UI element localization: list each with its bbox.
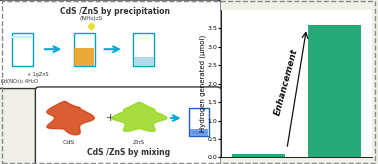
Bar <box>308 25 361 157</box>
Text: CdS: CdS <box>62 140 75 145</box>
Text: Cd(NO₃)₂.4H₂O: Cd(NO₃)₂.4H₂O <box>1 79 39 84</box>
FancyBboxPatch shape <box>133 33 154 66</box>
FancyBboxPatch shape <box>36 87 221 164</box>
FancyBboxPatch shape <box>74 33 94 66</box>
Text: (NH₄)₂S: (NH₄)₂S <box>79 16 102 21</box>
FancyBboxPatch shape <box>189 108 209 136</box>
Bar <box>134 57 153 66</box>
Polygon shape <box>47 101 94 135</box>
Bar <box>74 48 94 66</box>
Text: CdS /ZnS by mixing: CdS /ZnS by mixing <box>87 148 170 157</box>
Text: +: + <box>106 113 115 123</box>
Text: CdS /ZnS by precipitation: CdS /ZnS by precipitation <box>60 7 170 16</box>
Text: Enhancement: Enhancement <box>273 48 299 117</box>
Y-axis label: Hydrogen generated (μmol): Hydrogen generated (μmol) <box>199 35 206 132</box>
Text: ZnS: ZnS <box>133 140 146 145</box>
Text: + 1gZnS: + 1gZnS <box>26 72 48 77</box>
Polygon shape <box>112 102 167 131</box>
FancyBboxPatch shape <box>0 0 221 89</box>
Bar <box>232 154 285 157</box>
Bar <box>190 129 208 136</box>
FancyBboxPatch shape <box>12 33 33 66</box>
FancyBboxPatch shape <box>12 36 33 38</box>
